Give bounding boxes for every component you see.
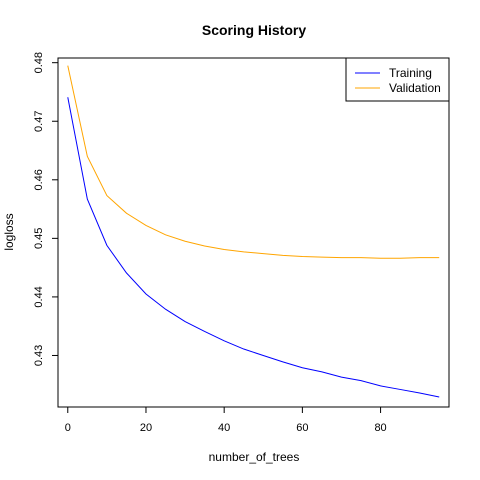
x-axis: 0 20 40 60 80 xyxy=(65,407,387,434)
y-tick-label: 0.47 xyxy=(33,111,45,132)
y-axis-label: logloss xyxy=(2,213,16,250)
y-tick-label: 0.45 xyxy=(33,228,45,249)
y-tick-label: 0.43 xyxy=(33,345,45,366)
y-axis: 0.43 0.44 0.45 0.46 0.47 0.48 xyxy=(33,52,58,366)
x-tick-label: 80 xyxy=(374,422,386,434)
series-line-validation xyxy=(67,65,440,259)
x-tick-label: 0 xyxy=(65,422,71,434)
legend-label-training: Training xyxy=(389,66,432,80)
x-axis-label: number_of_trees xyxy=(209,450,300,464)
legend-box xyxy=(345,57,450,102)
chart-title: Scoring History xyxy=(202,22,306,38)
legend-label-validation: Validation xyxy=(389,81,441,95)
y-tick-label: 0.48 xyxy=(33,52,45,73)
series-layer xyxy=(67,65,440,398)
x-tick-label: 40 xyxy=(218,422,230,434)
x-tick-label: 60 xyxy=(296,422,308,434)
y-tick-label: 0.46 xyxy=(33,169,45,190)
series-line-training xyxy=(67,97,440,398)
x-tick-label: 20 xyxy=(140,422,152,434)
y-tick-label: 0.44 xyxy=(33,286,45,307)
plot-frame xyxy=(57,57,450,408)
